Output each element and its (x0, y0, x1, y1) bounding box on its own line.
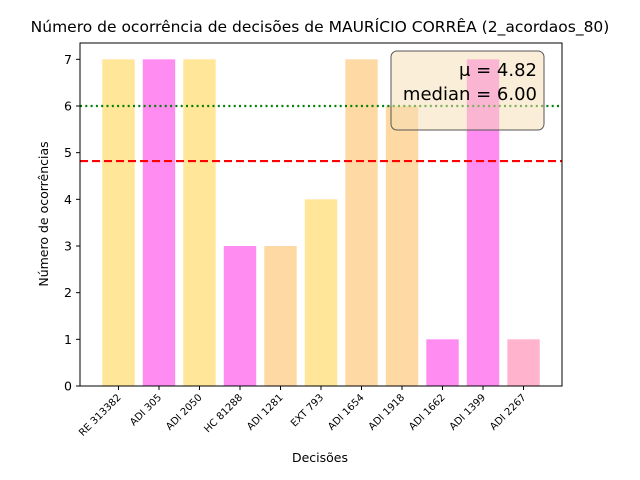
x-tick-label: ADI 2267 (488, 392, 528, 432)
median-annotation: median = 6.00 (403, 84, 537, 105)
bar (345, 59, 378, 386)
reference-lines (80, 104, 562, 163)
y-tick-label: 1 (64, 332, 72, 347)
x-tick-label: ADI 305 (128, 392, 164, 428)
x-tick-label: ADI 1281 (245, 392, 285, 432)
bar (385, 106, 419, 386)
x-tick-label: RE 313382 (77, 392, 123, 438)
x-tick-label: EXT 793 (289, 392, 326, 429)
chart-title: Número de ocorrência de decisões de MAUR… (31, 17, 610, 37)
mean-annotation: μ = 4.82 (459, 60, 537, 81)
bar (102, 59, 135, 386)
y-tick-label: 2 (64, 285, 72, 300)
bar (142, 59, 176, 386)
x-tick-label: ADI 2050 (164, 392, 204, 432)
y-axis-label: Número de ocorrências (36, 141, 51, 286)
y-tick-label: 7 (64, 52, 72, 67)
bars-group (102, 59, 540, 386)
x-tick-label: ADI 1662 (407, 392, 447, 432)
bar (183, 59, 216, 386)
y-axis: 0 1 2 3 4 5 6 7 (64, 52, 80, 394)
x-axis-label: Decisões (292, 450, 348, 465)
bar (264, 246, 297, 386)
bar (507, 339, 540, 386)
y-tick-label: 6 (64, 99, 72, 114)
y-tick-label: 0 (64, 379, 72, 394)
x-tick-label: ADI 1918 (367, 392, 407, 432)
x-tick-label: ADI 1654 (326, 392, 366, 432)
x-tick-label: ADI 1399 (448, 392, 488, 432)
y-tick-label: 3 (64, 239, 72, 254)
bar (304, 199, 338, 386)
y-tick-label: 5 (64, 145, 72, 160)
y-tick-label: 4 (64, 192, 72, 207)
x-tick-label: HC 81288 (202, 392, 245, 435)
bar (223, 246, 257, 386)
stats-annotation-box: μ = 4.82 median = 6.00 (390, 50, 545, 131)
bar (426, 339, 459, 386)
